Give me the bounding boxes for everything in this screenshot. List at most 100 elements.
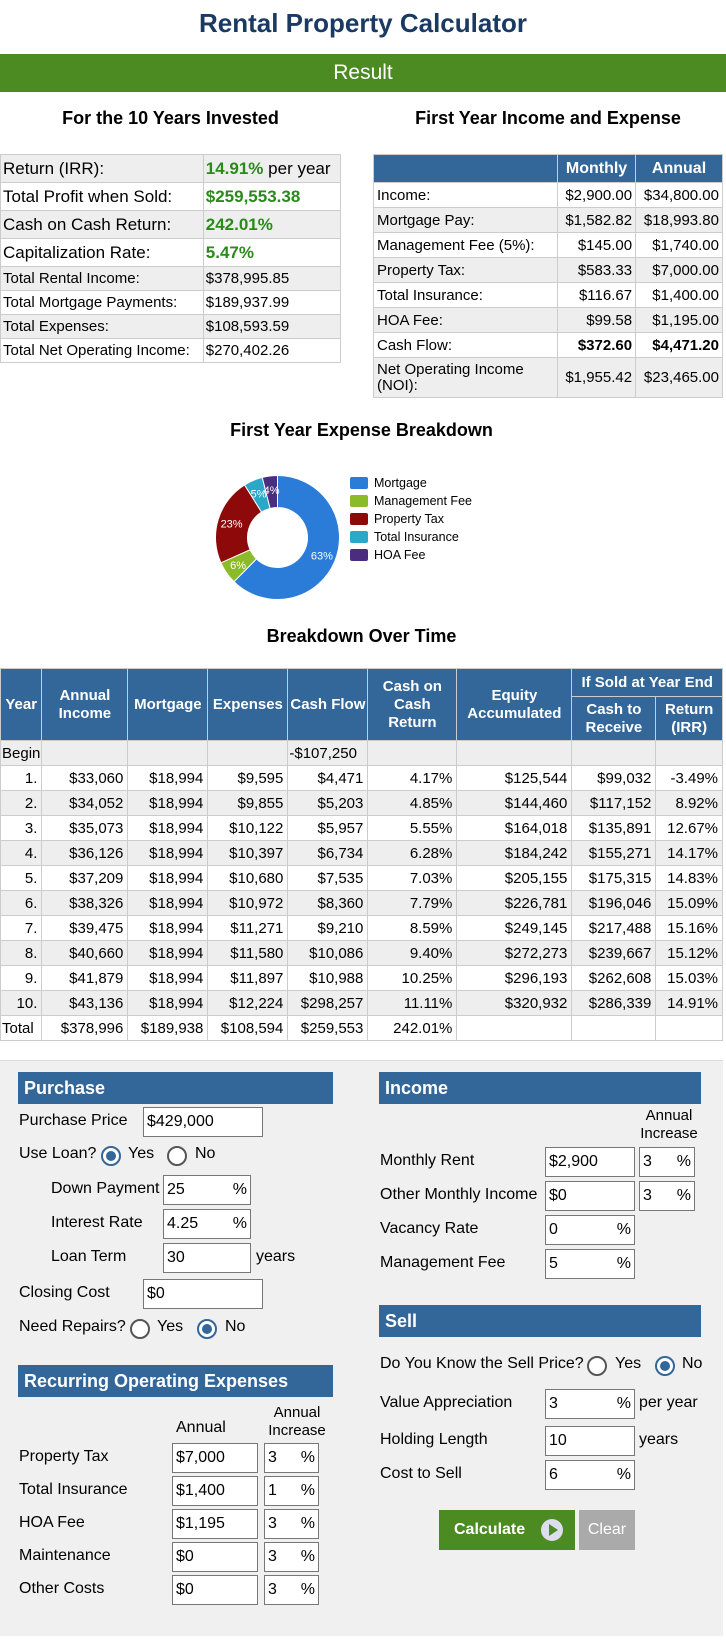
interest-rate-input[interactable]: 4.25% xyxy=(163,1209,251,1239)
need-repairs-yes-radio[interactable] xyxy=(130,1319,150,1339)
table-cell: 8.92% xyxy=(655,790,723,816)
recurring-amount-input[interactable]: $1,195 xyxy=(172,1509,258,1539)
table-cell: $164,018 xyxy=(456,815,573,841)
loan-term-input[interactable]: 30 xyxy=(163,1243,251,1273)
result-header: Result xyxy=(0,54,726,92)
vacancy-rate-input[interactable]: 0% xyxy=(545,1215,635,1245)
table-cell xyxy=(456,1015,573,1041)
other-income-input[interactable]: $0 xyxy=(545,1181,635,1211)
know-sell-price-no-radio[interactable] xyxy=(655,1356,675,1376)
table-cell xyxy=(655,1015,723,1041)
use-loan-label: Use Loan? xyxy=(19,1145,97,1162)
recurring-amount-input[interactable]: $7,000 xyxy=(172,1443,258,1473)
table-cell: $144,460 xyxy=(456,790,573,816)
table-cell: $5,957 xyxy=(287,815,369,841)
summary-row: Total Mortgage Payments: $189,937.99 xyxy=(0,290,342,315)
legend-label: HOA Fee xyxy=(374,548,426,562)
closing-cost-input[interactable]: $0 xyxy=(143,1279,263,1309)
irr-suffix: per year xyxy=(263,158,331,178)
table-cell: $11,897 xyxy=(207,965,289,991)
holding-length-input[interactable]: 10 xyxy=(545,1426,635,1456)
first-year-row: Mortgage Pay: $1,582.82 $18,993.80 xyxy=(373,207,723,233)
legend-swatch xyxy=(350,531,368,543)
table-cell: $298,257 xyxy=(287,990,369,1016)
table-cell: $99,032 xyxy=(571,765,657,791)
know-sell-price-yes-radio[interactable] xyxy=(587,1356,607,1376)
legend-swatch xyxy=(350,513,368,525)
recurring-increase-input[interactable]: 3% xyxy=(264,1443,319,1473)
purchase-price-input[interactable]: $429,000 xyxy=(143,1107,263,1137)
recurring-increase-input[interactable]: 3% xyxy=(264,1575,319,1605)
use-loan-yes-radio[interactable] xyxy=(101,1146,121,1166)
table-cell: $18,994 xyxy=(127,915,209,941)
table-cell: $125,544 xyxy=(456,765,573,791)
row-label: Cash Flow: xyxy=(373,332,558,358)
table-cell: $189,938 xyxy=(127,1015,209,1041)
row-monthly: $116.67 xyxy=(556,282,637,308)
first-year-row: Income: $2,900.00 $34,800.00 xyxy=(373,182,723,208)
first-year-row: HOA Fee: $99.58 $1,195.00 xyxy=(373,307,723,333)
recurring-increase-input[interactable]: 1% xyxy=(264,1476,319,1506)
table-cell: $296,193 xyxy=(456,965,573,991)
use-loan-no-radio[interactable] xyxy=(167,1146,187,1166)
col-equity: Equity Accumulated xyxy=(456,668,573,741)
table-cell: $259,553 xyxy=(287,1015,369,1041)
table-cell: $10,122 xyxy=(207,815,289,841)
first-year-header-row: Monthly Annual xyxy=(373,154,723,183)
recurring-amount-input[interactable]: $0 xyxy=(172,1575,258,1605)
table-cell: 15.16% xyxy=(655,915,723,941)
rent-increase-input[interactable]: 3% xyxy=(639,1147,695,1177)
row-annual: $18,993.80 xyxy=(635,207,723,233)
summary-label: Return (IRR): xyxy=(0,154,204,183)
row-label: Property Tax: xyxy=(373,257,558,283)
cell xyxy=(367,740,458,766)
table-cell: $205,155 xyxy=(456,865,573,891)
table-cell: $18,994 xyxy=(127,865,209,891)
table-cell: $184,242 xyxy=(456,840,573,866)
table-cell: $10,972 xyxy=(207,890,289,916)
monthly-rent-input[interactable]: $2,900 xyxy=(545,1147,635,1177)
table-cell: $18,994 xyxy=(127,990,209,1016)
table-cell: $33,060 xyxy=(41,765,129,791)
table-cell: 8. xyxy=(0,940,43,966)
row-label: Total Insurance: xyxy=(373,282,558,308)
percent-sign: % xyxy=(300,1515,315,1532)
appreciation-input[interactable]: 3% xyxy=(545,1389,635,1419)
recurring-increase-input[interactable]: 3% xyxy=(264,1542,319,1572)
recurring-amount-input[interactable]: $0 xyxy=(172,1542,258,1572)
table-cell: $34,052 xyxy=(41,790,129,816)
col-cash-receive: Cash to Receive xyxy=(571,696,657,741)
legend-swatch xyxy=(350,549,368,561)
cost-to-sell-input[interactable]: 6% xyxy=(545,1460,635,1490)
table-cell: 7.79% xyxy=(367,890,458,916)
percent-sign: % xyxy=(300,1482,315,1499)
table-cell: 5. xyxy=(0,865,43,891)
table-cell: $9,210 xyxy=(287,915,369,941)
table-cell xyxy=(571,1015,657,1041)
management-fee-input[interactable]: 5% xyxy=(545,1249,635,1279)
summary-row-irr: Return (IRR): 14.91% per year xyxy=(0,154,342,183)
table-cell: 3. xyxy=(0,815,43,841)
legend-item: Management Fee xyxy=(350,492,472,510)
table-cell: 15.09% xyxy=(655,890,723,916)
clear-button[interactable]: Clear xyxy=(579,1510,635,1550)
row-label: Mortgage Pay: xyxy=(373,207,558,233)
income-header: Income xyxy=(379,1072,701,1104)
use-loan-yes-label: Yes xyxy=(128,1145,155,1162)
recurring-increase-input[interactable]: 3% xyxy=(264,1509,319,1539)
recurring-increase-value: 1 xyxy=(268,1482,277,1499)
row-annual: $23,465.00 xyxy=(635,357,723,398)
need-repairs-no-radio[interactable] xyxy=(197,1319,217,1339)
recurring-increase-value: 3 xyxy=(268,1515,277,1532)
down-payment-input[interactable]: 25% xyxy=(163,1175,251,1205)
over-time-heading: Breakdown Over Time xyxy=(266,626,457,646)
legend-item: Total Insurance xyxy=(350,528,472,546)
calculate-button[interactable]: Calculate xyxy=(439,1510,575,1550)
expense-donut-chart: 63% 6% 23% 5%4% xyxy=(215,474,340,600)
other-income-increase-input[interactable]: 3% xyxy=(639,1181,695,1211)
interest-rate-value: 4.25 xyxy=(167,1215,199,1232)
table-cell: $18,994 xyxy=(127,890,209,916)
recurring-amount-input[interactable]: $1,400 xyxy=(172,1476,258,1506)
expense-breakdown-heading: First Year Expense Breakdown xyxy=(230,420,493,440)
summary-value: 242.01% xyxy=(202,210,342,239)
